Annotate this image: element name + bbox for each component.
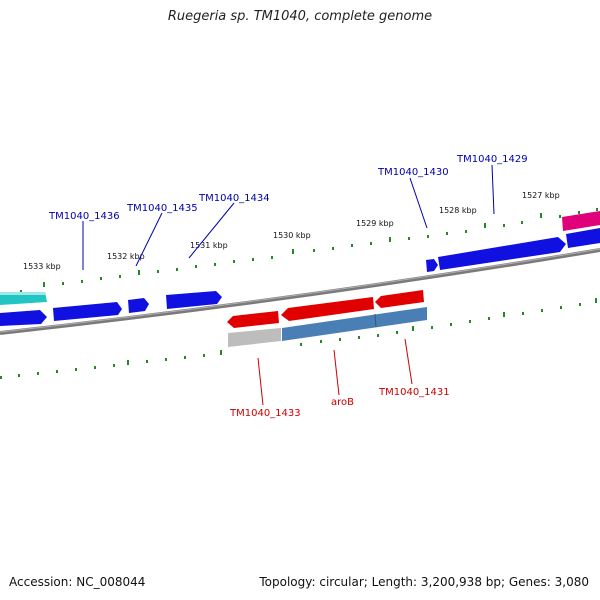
gene-tm1040-1429[interactable]	[566, 228, 600, 248]
accession-text: Accession: NC_008044	[9, 575, 146, 589]
tick-label: 1527 kbp	[522, 191, 560, 200]
gene-tm1040-1434[interactable]	[166, 291, 222, 309]
gene-label: TM1040_1433	[229, 408, 301, 419]
gene-tm1040-1433-grey[interactable]	[228, 328, 281, 347]
gene-label: TM1040_1429	[456, 154, 528, 165]
gene-tm1040-1436[interactable]	[53, 302, 122, 321]
forward-strand-track	[0, 211, 600, 305]
genome-backbone-highlight	[0, 248, 600, 333]
gene-label: TM1040_1435	[126, 203, 198, 214]
gene-tm1040-1435[interactable]	[128, 298, 149, 313]
leader-line	[257, 357, 264, 406]
gene-label: TM1040_1434	[198, 193, 270, 204]
gene-tm1040-1433-red[interactable]	[227, 311, 279, 328]
gene-tm1040-1431-red[interactable]	[375, 290, 424, 308]
tick-label: 1528 kbp	[439, 206, 477, 215]
reverse-strand-track	[0, 290, 427, 347]
leader-line	[409, 177, 428, 229]
gene-magenta[interactable]	[562, 211, 600, 231]
tick-label: 1533 kbp	[23, 262, 61, 271]
leader-line	[404, 338, 413, 385]
tick-label: 1530 kbp	[273, 231, 311, 240]
tick-label: 1529 kbp	[356, 219, 394, 228]
inner-tick-ring	[0, 298, 597, 379]
tick-label: 1531 kbp	[190, 241, 228, 250]
gene-label: TM1040_1431	[378, 387, 450, 398]
map-title: Ruegeria sp. TM1040, complete genome	[167, 9, 433, 24]
gene-label: TM1040_1430	[377, 167, 449, 178]
gene-left-blue[interactable]	[0, 310, 47, 326]
gene-tm1040-1430-small[interactable]	[426, 259, 438, 272]
gene-label: aroB	[331, 397, 354, 408]
gene-cyan[interactable]	[0, 292, 47, 305]
genome-summary-text: Topology: circular; Length: 3,200,938 bp…	[259, 575, 589, 589]
leader-line	[188, 202, 235, 259]
gene-tm1040-1430[interactable]	[438, 237, 566, 270]
leader-line	[333, 349, 340, 396]
genome-backbone	[0, 248, 600, 335]
leader-line	[135, 212, 163, 267]
tick-label: 1532 kbp	[107, 252, 145, 261]
gene-label: TM1040_1436	[48, 211, 120, 222]
leader-line	[491, 164, 495, 215]
outer-tick-ring	[0, 208, 598, 295]
gene-arob[interactable]	[281, 297, 374, 321]
gene-arob-steel[interactable]	[282, 307, 427, 341]
